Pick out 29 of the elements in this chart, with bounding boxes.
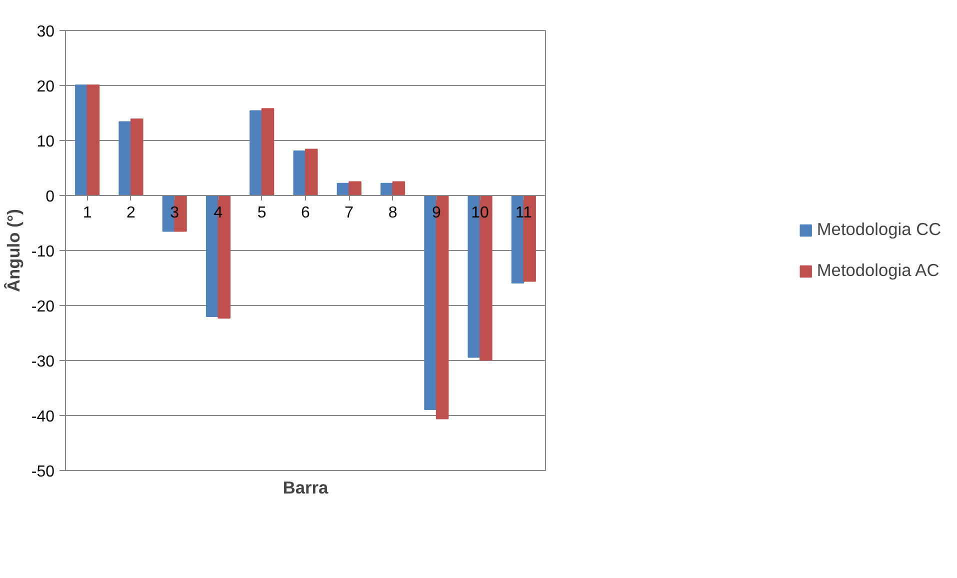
legend-label: Metodologia CC [816,219,942,240]
x-tick-label: 7 [344,204,354,222]
bar [293,150,306,196]
bar [118,121,132,196]
bar [348,181,362,196]
y-tick-label: -10 [31,244,55,260]
y-tick-label: 30 [36,24,55,40]
y-tick-label: 0 [46,188,55,206]
bar [86,84,100,196]
x-axis-title: Barra [282,478,328,498]
bar [75,84,88,196]
bar [250,110,262,196]
y-tick-label: -20 [31,298,55,316]
x-tick-label: 1 [82,204,92,222]
x-tick-label: 6 [301,204,310,222]
bar [305,148,318,196]
y-tick-label: -50 [31,464,55,480]
legend-label: Metodologia AC [816,260,940,281]
y-axis-title: Ângulo (°) [3,209,24,292]
y-tick-label: -40 [31,408,55,426]
y-tick-label: -30 [31,354,55,370]
y-tick-label: 20 [36,78,55,96]
x-tick-label: 5 [257,204,266,222]
x-tick-label: 8 [388,204,398,222]
x-tick-label: 2 [126,204,136,222]
bar [261,108,274,196]
bar [392,181,406,196]
y-tick-label: 10 [36,134,55,150]
bar [130,118,144,196]
